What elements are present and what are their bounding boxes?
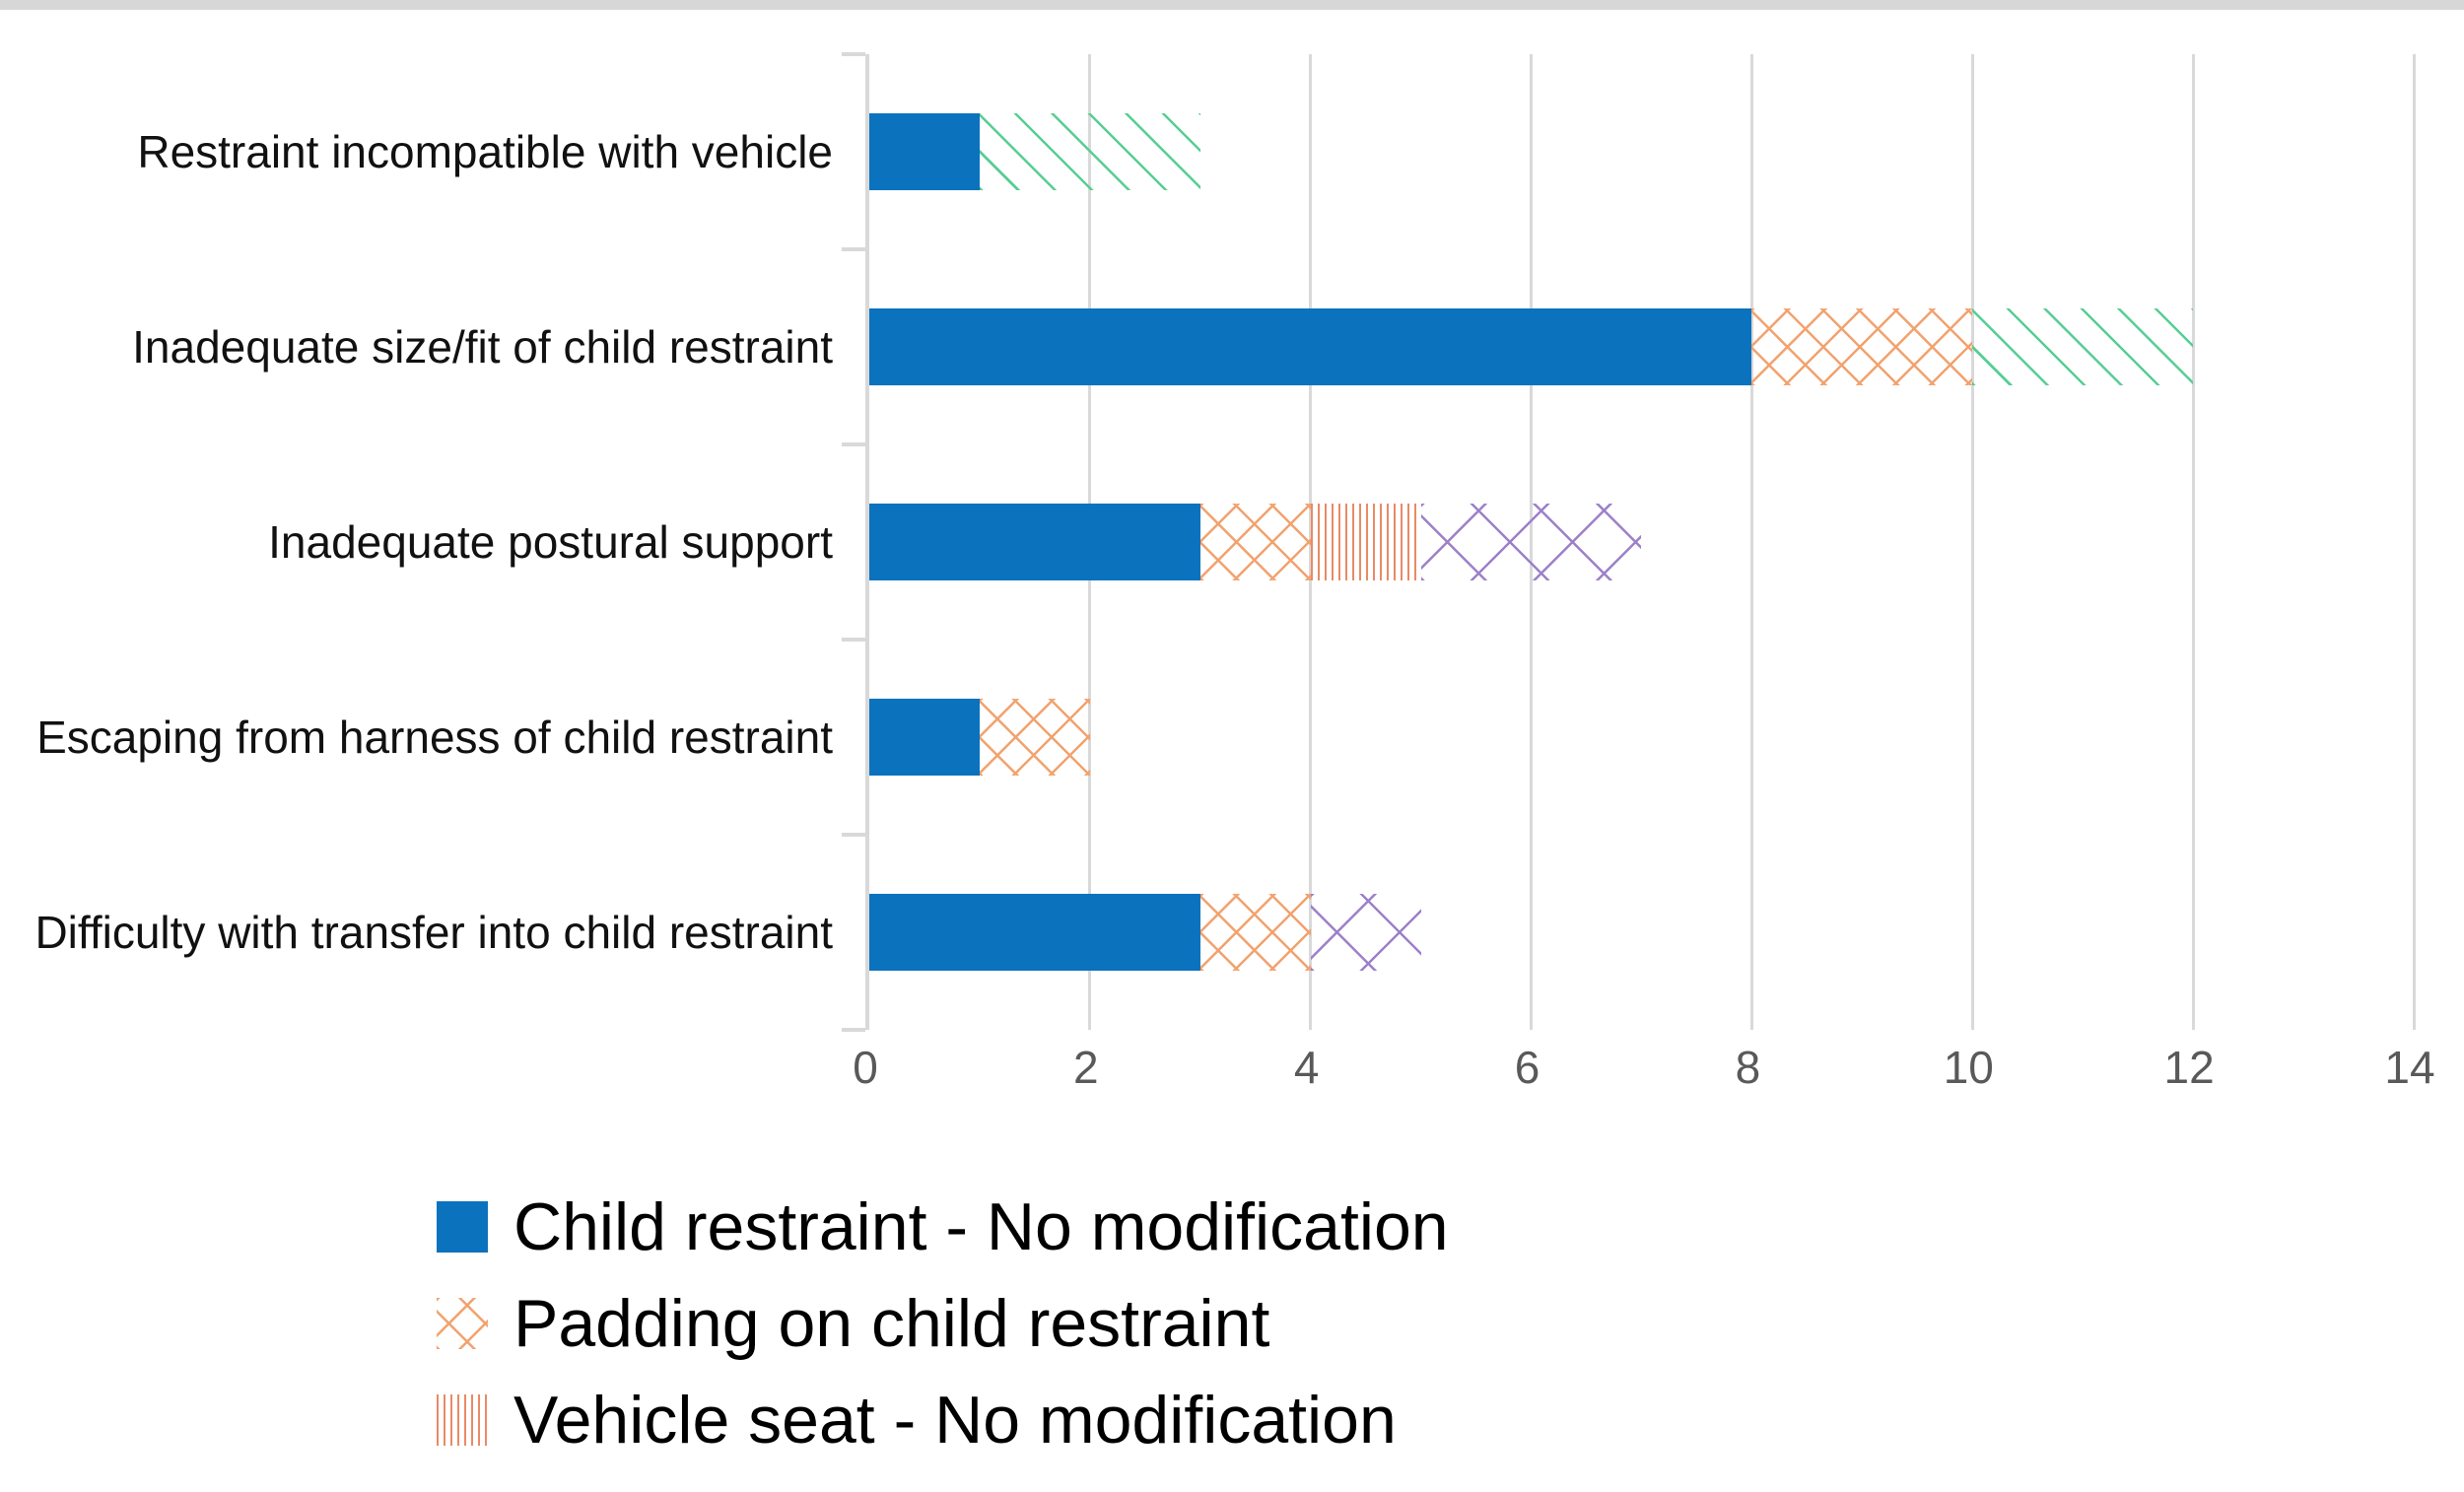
bar-segment — [869, 894, 1200, 971]
category-label: Inadequate size/fit of child restraint — [132, 321, 833, 373]
category-axis-tick — [842, 52, 865, 56]
bar-segment — [1310, 504, 1421, 580]
bar-3 — [869, 504, 1642, 580]
category-axis-tick — [842, 442, 865, 446]
value-axis-tick-label: 12 — [2163, 1042, 2215, 1093]
bar-2 — [869, 308, 2194, 385]
gridline — [1970, 54, 1974, 1030]
category-label: Inadequate postural support — [268, 516, 833, 568]
bar-segment — [1420, 504, 1642, 580]
window-top-strip — [0, 0, 2464, 10]
category-axis-tick — [842, 833, 865, 837]
bar-segment — [1199, 894, 1311, 971]
category-label: Restraint incompatible with vehicle — [137, 126, 833, 177]
category-axis-tick — [842, 247, 865, 251]
category-axis-tick — [842, 638, 865, 642]
value-axis-tick-label: 6 — [1514, 1042, 1540, 1093]
bar-segment — [979, 113, 1200, 190]
gridline — [2412, 54, 2416, 1030]
value-axis-tick-label: 2 — [1073, 1042, 1099, 1093]
legend-label: Vehicle seat - No modification — [513, 1383, 1397, 1458]
legend-swatch-icon — [437, 1298, 488, 1349]
legend-item: Vehicle seat - No modification — [437, 1372, 1397, 1468]
category-label: Escaping from harness of child restraint — [36, 712, 833, 763]
bar-4 — [869, 699, 1090, 776]
bar-segment — [869, 308, 1752, 385]
value-axis-tick-label: 4 — [1293, 1042, 1320, 1093]
bar-segment — [869, 504, 1200, 580]
value-axis-tick-label: 14 — [2384, 1042, 2435, 1093]
bar-segment — [979, 699, 1090, 776]
bar-segment — [869, 699, 980, 776]
bar-segment — [1199, 504, 1311, 580]
legend-swatch-icon — [437, 1201, 488, 1253]
value-axis-tick-label: 0 — [853, 1042, 878, 1093]
legend-label: Child restraint - No modification — [513, 1189, 1449, 1264]
legend-swatch-icon — [437, 1394, 488, 1446]
bar-segment — [1972, 308, 2194, 385]
value-axis-tick-label: 8 — [1735, 1042, 1761, 1093]
legend-item: Child restraint - No modification — [437, 1179, 1449, 1275]
gridline — [2191, 54, 2195, 1030]
legend-label: Padding on child restraint — [513, 1286, 1270, 1361]
bar-1 — [869, 113, 1200, 190]
legend-item: Padding on child restraint — [437, 1275, 1269, 1372]
gridline — [1749, 54, 1753, 1030]
bar-segment — [869, 113, 980, 190]
bar-segment — [1751, 308, 1973, 385]
bar-segment — [1310, 894, 1421, 971]
bar-5 — [869, 894, 1421, 971]
category-label: Difficulty with transfer into child rest… — [34, 907, 833, 958]
category-axis-tick — [842, 1028, 865, 1032]
value-axis-tick-label: 10 — [1943, 1042, 1994, 1093]
plot-area — [842, 52, 2416, 1032]
